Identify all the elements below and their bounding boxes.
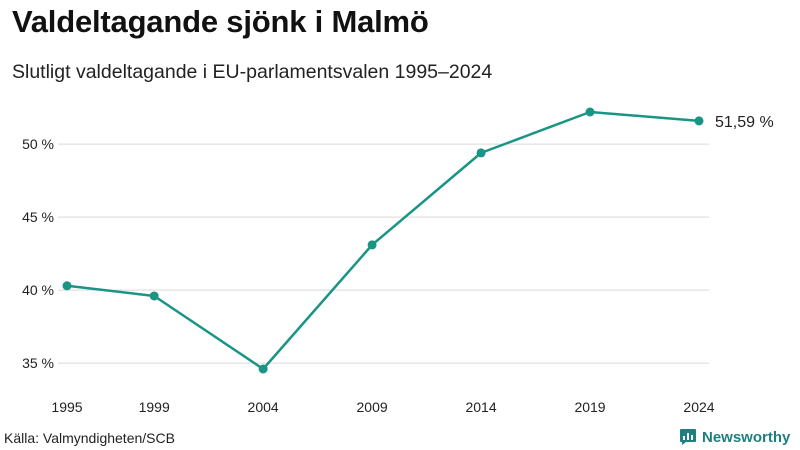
x-tick-label: 1999 xyxy=(139,399,170,415)
y-tick-label: 35 % xyxy=(22,355,54,371)
data-point xyxy=(149,291,159,301)
brand-name: Newsworthy xyxy=(702,428,791,446)
x-tick-label: 2004 xyxy=(248,399,279,415)
x-tick-label: 2024 xyxy=(683,399,714,415)
x-tick-label: 1995 xyxy=(51,399,82,415)
data-point xyxy=(62,281,72,291)
y-tick-label: 45 % xyxy=(22,209,54,225)
chart-subtitle: Slutligt valdeltagande i EU-parlamentsva… xyxy=(12,61,493,83)
data-point xyxy=(367,240,377,250)
source-note: Källa: Valmyndigheten/SCB xyxy=(4,430,175,446)
chart-title: Valdeltagande sjönk i Malmö xyxy=(12,4,429,39)
series-line xyxy=(65,110,701,371)
data-point xyxy=(258,364,268,374)
data-point xyxy=(476,148,486,158)
data-point xyxy=(694,116,704,126)
x-tick-label: 2019 xyxy=(574,399,605,415)
x-tick-label: 2009 xyxy=(357,399,388,415)
x-tick-label: 2014 xyxy=(465,399,496,415)
y-tick-label: 50 % xyxy=(22,136,54,152)
data-point xyxy=(585,107,595,117)
brand-logo: Newsworthy xyxy=(679,428,790,446)
y-tick-label: 40 % xyxy=(22,282,54,298)
bar-chart-speech-bubble-icon xyxy=(680,429,696,445)
end-value-label: 51,59 % xyxy=(715,114,774,131)
